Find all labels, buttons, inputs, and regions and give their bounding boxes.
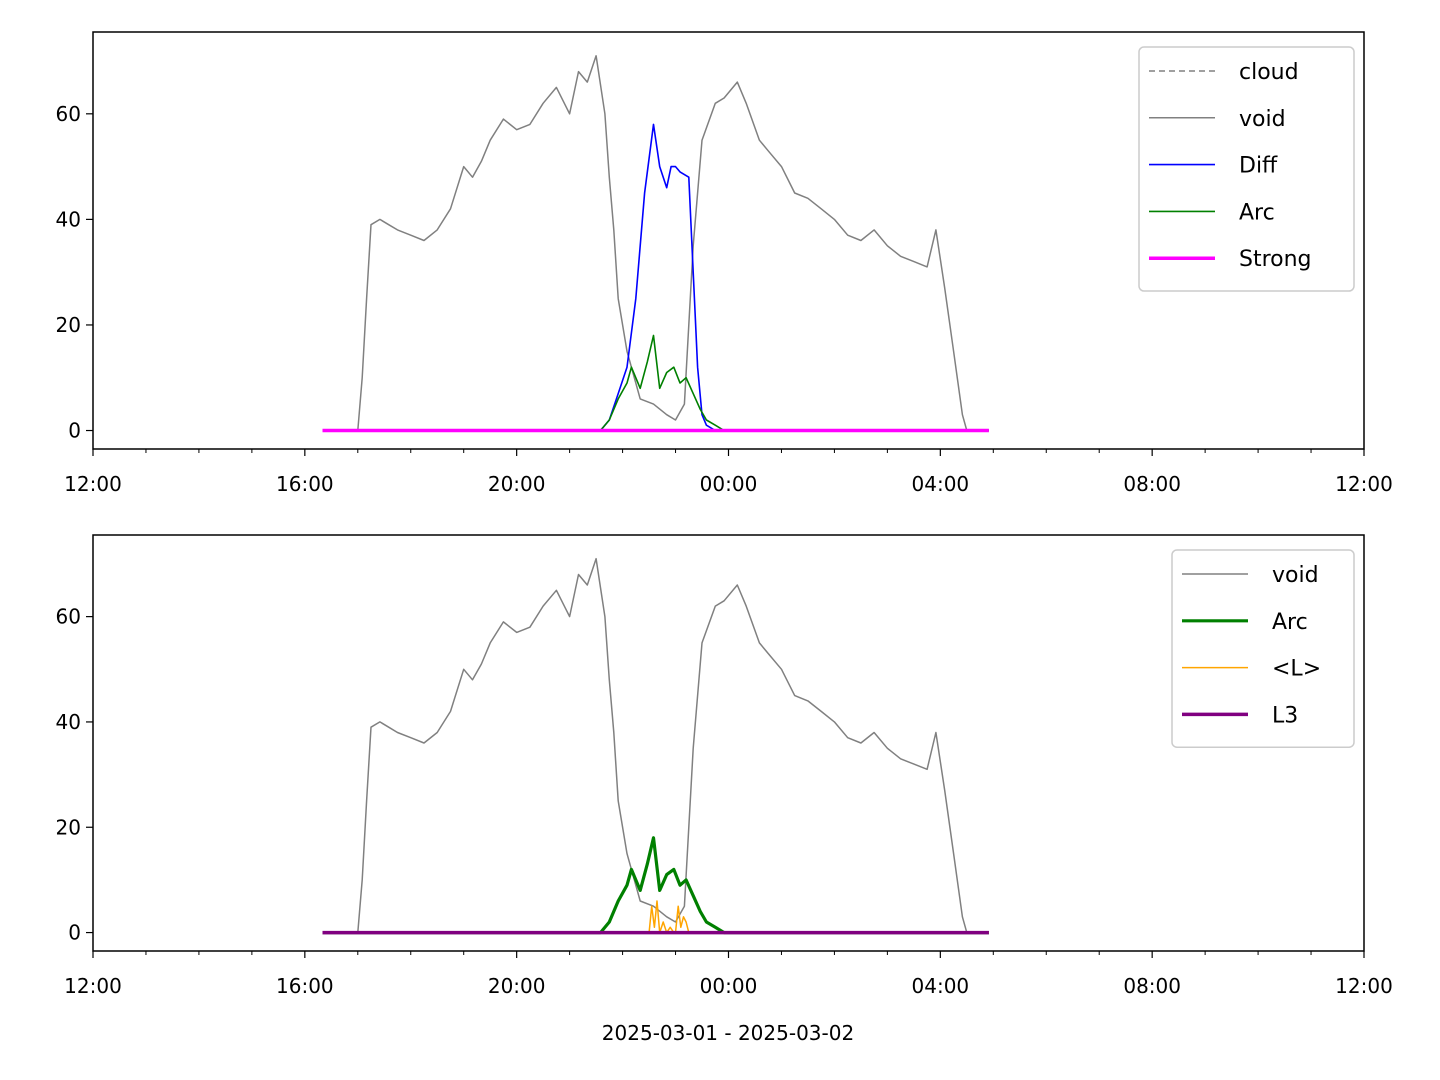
series-line-L <box>322 900 989 934</box>
legend-label: Arc <box>1272 610 1308 635</box>
series-group <box>322 55 989 433</box>
y-tick-label: 40 <box>56 207 81 231</box>
x-tick-label: 20:00 <box>488 974 546 998</box>
x-tick-label: 00:00 <box>700 974 758 998</box>
x-tick-label: 16:00 <box>276 974 334 998</box>
series-line-Arc <box>322 836 989 935</box>
x-tick-label: 04:00 <box>912 472 970 496</box>
bottom-panel: 0 20 40 60 12:00 16:00 20:00 00:00 04:00 08:00 12:… <box>56 534 1393 998</box>
legend-label: Diff <box>1239 154 1278 179</box>
series-line-Arc <box>322 334 989 432</box>
legend-label: cloud <box>1239 60 1299 85</box>
y-tick-label: 20 <box>56 313 81 337</box>
legend-label: <L> <box>1272 657 1321 682</box>
figure-xlabel: 2025-03-01 - 2025-03-02 <box>602 1021 854 1045</box>
x-tick-label: 16:00 <box>276 472 334 496</box>
x-tick-label: 12:00 <box>64 472 122 496</box>
y-tick-label: 0 <box>68 921 81 945</box>
legend-label: Arc <box>1239 200 1275 225</box>
legend-label: void <box>1239 107 1286 132</box>
series-line-void <box>322 557 989 934</box>
x-tick-label: 12:00 <box>1335 974 1393 998</box>
legend-box <box>1138 46 1355 292</box>
series-group <box>322 557 989 935</box>
y-tick-label: 0 <box>68 419 81 443</box>
y-tick-label: 60 <box>56 605 81 629</box>
top-panel: 0 20 40 60 12:00 16:00 20:00 00:00 04:00 08:00 12:… <box>56 31 1393 496</box>
x-tick-label: 00:00 <box>700 472 758 496</box>
x-tick-label: 12:00 <box>64 974 122 998</box>
y-tick-label: 60 <box>56 102 81 126</box>
x-tick-label: 12:00 <box>1335 472 1393 496</box>
series-line-void <box>322 55 989 432</box>
legend-box <box>1171 549 1355 748</box>
legend-label: void <box>1272 563 1319 588</box>
x-tick-label: 08:00 <box>1123 472 1181 496</box>
y-tick-label: 40 <box>56 710 81 734</box>
x-tick-label: 04:00 <box>912 974 970 998</box>
x-tick-label: 08:00 <box>1123 974 1181 998</box>
legend-label: Strong <box>1239 247 1312 272</box>
y-tick-label: 20 <box>56 815 81 839</box>
legend-label: L3 <box>1272 703 1298 728</box>
series-line-Diff <box>322 123 989 432</box>
x-tick-label: 20:00 <box>488 472 546 496</box>
